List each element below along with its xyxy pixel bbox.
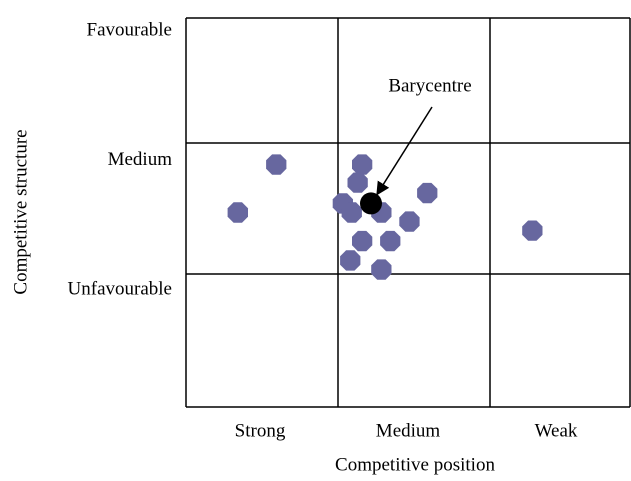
data-point — [380, 230, 401, 252]
y-tick-label: Medium — [108, 149, 173, 170]
barycentre-point — [360, 192, 382, 215]
x-tick-label: Weak — [535, 420, 578, 441]
annotation-arrow — [376, 106, 433, 196]
x-axis-label: Competitive position — [335, 454, 495, 475]
annotation-label: Barycentre — [388, 75, 471, 96]
data-point — [399, 211, 420, 232]
y-tick-label: Unfavourable — [68, 279, 172, 300]
data-point — [341, 202, 362, 223]
data-point — [352, 230, 373, 252]
data-point — [227, 202, 248, 223]
data-point — [522, 220, 543, 241]
data-point — [371, 259, 392, 280]
y-axis-label: Competitive structure — [10, 129, 31, 294]
data-point — [347, 172, 368, 193]
data-point — [417, 182, 438, 204]
x-tick-label: Strong — [235, 420, 286, 441]
data-point — [266, 154, 287, 175]
y-tick-label: Favourable — [87, 19, 172, 40]
data-point — [340, 250, 361, 271]
data-point — [352, 154, 373, 175]
x-tick-label: Medium — [376, 420, 441, 441]
